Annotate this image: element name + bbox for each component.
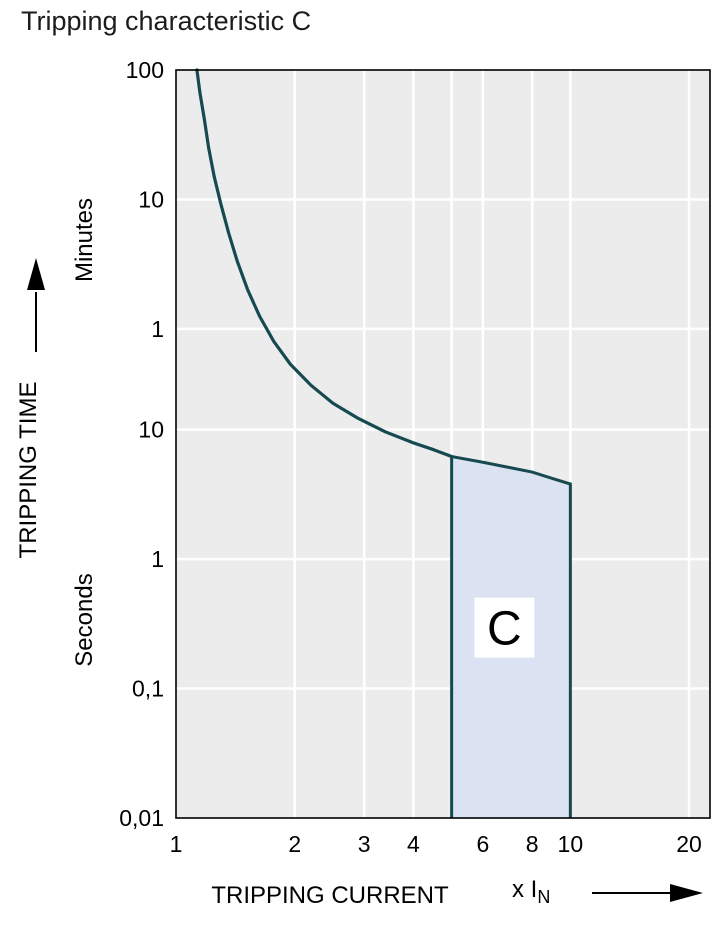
tripping-curve — [195, 68, 454, 459]
x-tick-label: 1 — [170, 831, 183, 857]
trip-band-outline — [450, 454, 572, 818]
x-tick-label: 6 — [476, 831, 489, 857]
plot-frame — [175, 69, 711, 819]
y-tick-label-seconds: 10 — [138, 417, 164, 443]
band-label: C — [487, 603, 522, 656]
y-tick-label-seconds: 1 — [151, 546, 164, 572]
y-axis-title: TRIPPING TIME — [15, 382, 42, 559]
chart-title: Tripping characteristic C — [21, 6, 312, 36]
x-tick-label: 8 — [526, 831, 539, 857]
x-axis-title: TRIPPING CURRENT — [211, 882, 449, 909]
x-tick-label: 10 — [558, 831, 584, 857]
y-tick-label-minutes: 100 — [126, 57, 164, 83]
x-tick-label: 2 — [288, 831, 301, 857]
band-label-box — [474, 597, 535, 658]
x-tick-label: 4 — [407, 831, 420, 857]
y-tick-label-minutes: 10 — [138, 186, 164, 212]
x-axis-arrow-right-icon — [670, 884, 703, 902]
y-axis-arrow-up-icon — [27, 258, 45, 290]
y-tick-label-seconds: 0,01 — [119, 805, 164, 831]
y-tick-label-minutes: 1 — [151, 316, 164, 342]
y-axis-minutes-label: Minutes — [71, 198, 98, 282]
x-axis-unit-label: x IN — [512, 876, 550, 907]
y-axis-seconds-label: Seconds — [71, 573, 98, 666]
plot-area — [176, 70, 710, 818]
x-tick-label: 3 — [358, 831, 371, 857]
y-tick-label-seconds: 0,1 — [132, 676, 164, 702]
x-tick-label: 20 — [676, 831, 702, 857]
